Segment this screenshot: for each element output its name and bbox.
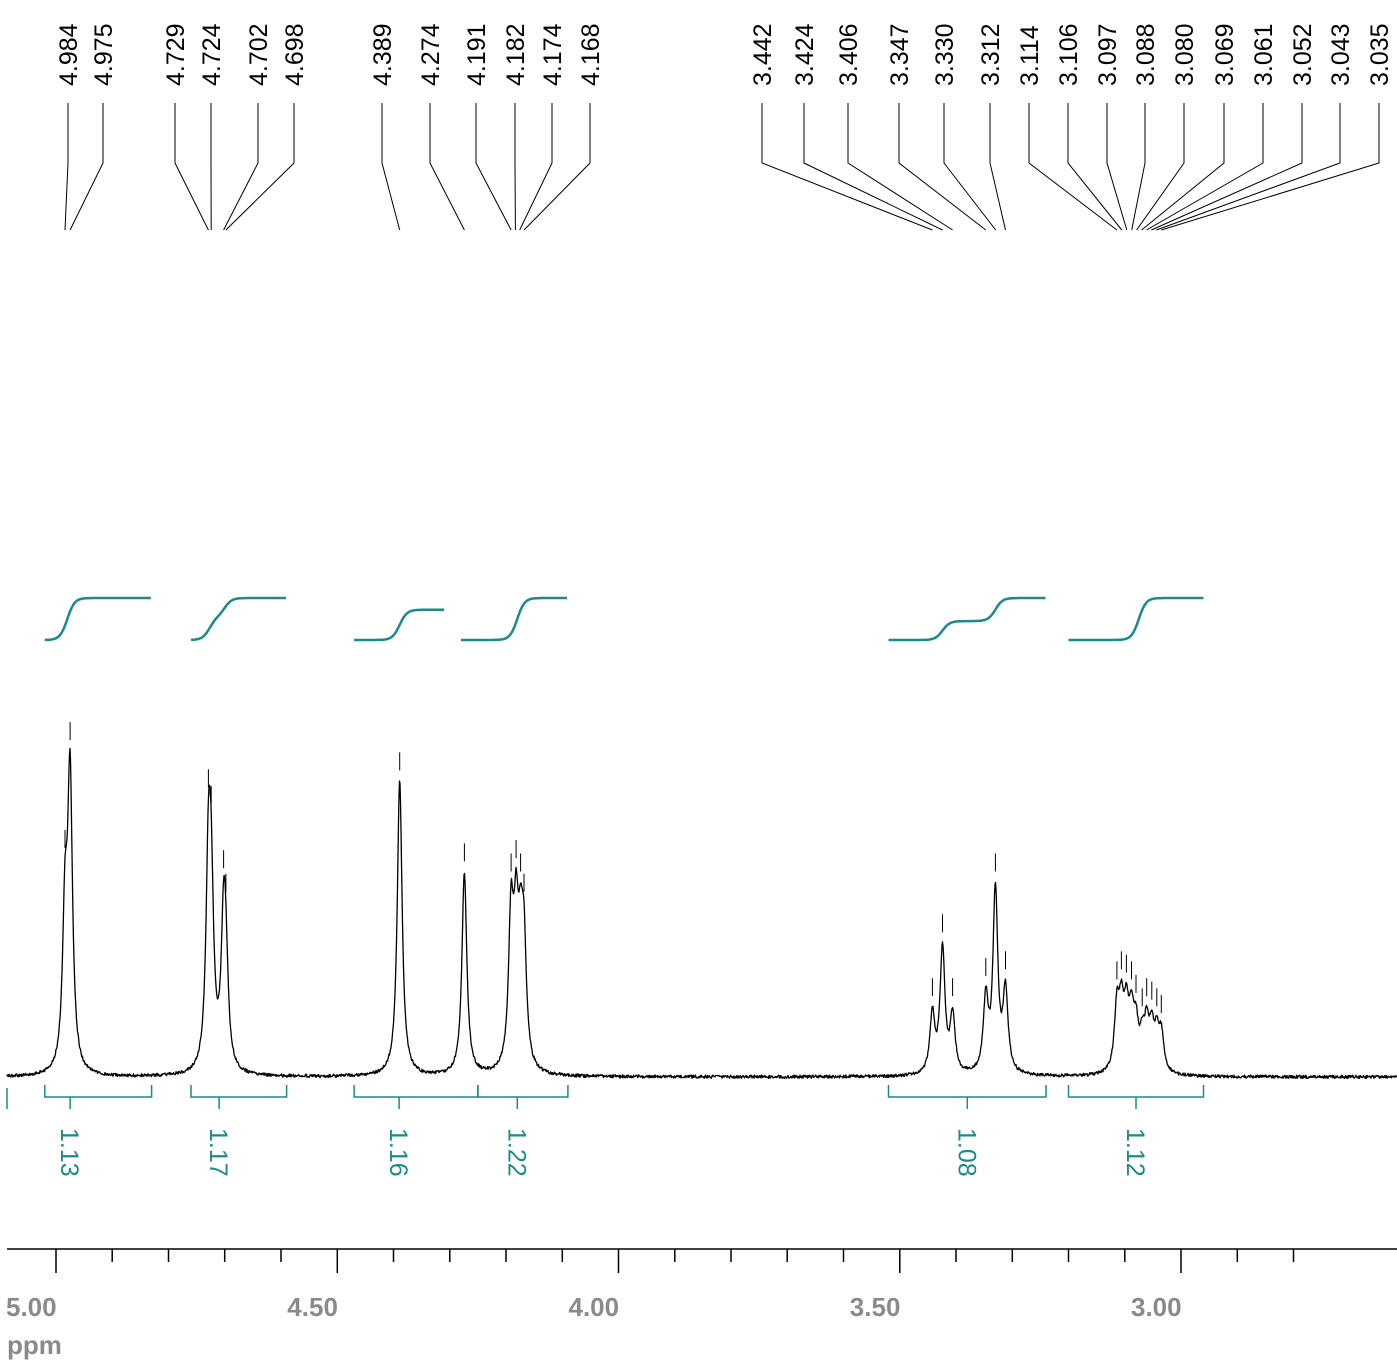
peak-label-connector-4: [223, 103, 259, 231]
peak-label-connector-16: [943, 103, 997, 231]
peak-label-connector-18: [1028, 103, 1118, 231]
peak-label-15: 3.347: [886, 23, 914, 86]
integral-curve-2: [354, 608, 445, 642]
peak-label-connector-0: [64, 103, 69, 231]
integral-curve-1: [190, 596, 286, 642]
peak-label-connector-17: [989, 103, 1006, 231]
peak-label-connector-12: [761, 103, 933, 231]
peak-label-13: 3.424: [791, 23, 819, 86]
peak-label-connector-19: [1067, 103, 1123, 231]
peak-label-4: 4.702: [245, 23, 273, 86]
peak-label-connector-10: [519, 103, 553, 231]
peak-label-connector-6: [381, 103, 401, 231]
peak-label-1: 4.975: [90, 23, 118, 86]
x-tick-label-3: 3.50: [850, 1292, 901, 1322]
integral-curve-0: [44, 596, 151, 642]
integral-bracket-4: [887, 1085, 1047, 1109]
peak-label-connector-8: [475, 103, 512, 231]
peak-label-connector-23: [1141, 103, 1225, 231]
integral-curve-3: [461, 596, 567, 642]
peak-label-connector-15: [898, 103, 987, 231]
peak-label-12: 3.442: [749, 23, 777, 86]
peak-label-25: 3.052: [1289, 23, 1317, 86]
peak-label-connector-25: [1151, 103, 1303, 231]
peak-label-connector-22: [1136, 103, 1185, 231]
peak-label-22: 3.080: [1171, 23, 1199, 86]
integral-value-1: 1.17: [204, 1128, 232, 1177]
peak-label-connector-14: [847, 103, 953, 231]
integral-bracket-3: [477, 1085, 569, 1109]
x-tick-label-0: 5.00: [6, 1292, 57, 1322]
spectrum-line: [6, 747, 1397, 1080]
peak-label-21: 3.088: [1132, 23, 1160, 86]
integral-value-0: 1.13: [55, 1128, 83, 1177]
x-axis: 5.00 4.50 4.00 3.50 3.00: [6, 1248, 1397, 1322]
integral-value-4: 1.08: [952, 1128, 980, 1177]
peak-label-connector-13: [803, 103, 943, 231]
peak-label-0: 4.984: [55, 23, 83, 86]
peak-label-connector-2: [174, 103, 209, 231]
peak-label-connector-27: [1161, 103, 1380, 231]
x-tick-label-2: 4.00: [569, 1292, 620, 1322]
peak-label-8: 4.191: [463, 23, 491, 86]
integral-bracket-1: [190, 1085, 288, 1109]
peak-label-3: 4.724: [198, 23, 226, 86]
peak-label-connector-24: [1146, 103, 1264, 231]
x-tick-label-1: 4.50: [287, 1292, 338, 1322]
peak-label-7: 4.274: [417, 23, 445, 86]
peak-label-5: 4.698: [281, 23, 309, 86]
integral-curve-5: [1068, 596, 1204, 642]
integral-value-5: 1.12: [1121, 1128, 1149, 1177]
peak-label-19: 3.106: [1055, 23, 1083, 86]
integral-bracket-5: [1067, 1085, 1205, 1109]
peak-label-17: 3.312: [977, 23, 1005, 86]
integral-bracket-0: [44, 1085, 153, 1109]
peak-label-layer: 4.984 4.975 4.729 4.724 4.702 4.698 4.389 4.274…: [55, 23, 1394, 231]
peak-label-connector-5: [225, 103, 295, 231]
peak-label-14: 3.406: [835, 23, 863, 86]
peak-label-6: 4.389: [369, 23, 397, 86]
peak-marker-layer: [64, 722, 1162, 1014]
peak-label-11: 4.168: [577, 23, 605, 86]
peak-label-16: 3.330: [931, 23, 959, 86]
peak-label-connector-1: [69, 103, 104, 231]
peak-label-18: 3.114: [1016, 25, 1044, 86]
peak-label-connector-20: [1106, 103, 1128, 231]
peak-label-27: 3.035: [1366, 23, 1394, 86]
peak-label-23: 3.069: [1211, 23, 1239, 86]
peak-label-9: 4.182: [502, 23, 530, 86]
peak-label-connector-26: [1156, 103, 1341, 231]
integral-curve-layer: [44, 596, 1204, 642]
peak-label-26: 3.043: [1327, 23, 1355, 86]
peak-label-2: 4.729: [162, 23, 190, 86]
integral-value-3: 1.22: [502, 1128, 530, 1177]
x-axis-unit-label: ppm: [7, 1330, 62, 1360]
integral-curve-4: [888, 596, 1046, 642]
integral-bracket-2: [353, 1085, 479, 1109]
integral-value-2: 1.16: [384, 1128, 412, 1177]
peak-label-connector-21: [1131, 103, 1146, 231]
peak-label-connector-11: [523, 103, 591, 231]
integral-bracket-layer: 1.13 1.17 1.16 1.22 1.08 1.12: [6, 1085, 1205, 1177]
peak-label-connector-7: [429, 103, 465, 231]
x-tick-label-4: 3.00: [1131, 1292, 1182, 1322]
peak-label-10: 4.174: [539, 23, 567, 86]
peak-label-20: 3.097: [1094, 23, 1122, 86]
peak-label-24: 3.061: [1250, 23, 1278, 86]
